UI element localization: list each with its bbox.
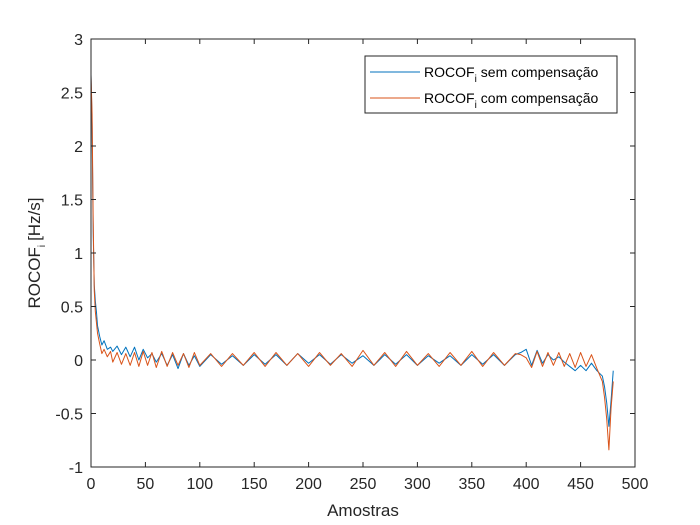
x-tick-label: 400: [513, 476, 540, 493]
y-tick-label: 0: [74, 353, 83, 370]
legend: ROCOFi sem compensação ROCOFi com compensa…: [364, 55, 618, 114]
x-tick-label: 150: [241, 476, 268, 493]
y-tick-label: 1.5: [61, 193, 83, 210]
y-tick-label: 0.5: [61, 300, 83, 317]
y-axis-title-subscript: i: [37, 245, 48, 247]
y-tick-label: 2.5: [61, 86, 83, 103]
legend-entry-com-compensacao-name: ROCOF: [424, 90, 475, 106]
y-tick-label: 1: [74, 246, 83, 263]
legend-entry-com-compensacao-sub: i: [475, 100, 477, 111]
series-layer: [90, 74, 614, 451]
x-tick-label: 300: [404, 476, 431, 493]
x-axis-title: Amostras: [327, 501, 399, 520]
y-axis-title: ROCOFi [Hz/s]: [25, 197, 48, 308]
legend-box: [364, 55, 618, 114]
legend-entry-sem-compensacao: ROCOFi sem compensação: [424, 64, 599, 85]
x-tick-label: 450: [567, 476, 594, 493]
legend-entry-sem-compensacao-name: ROCOF: [424, 64, 475, 80]
x-tick-label: 250: [350, 476, 377, 493]
y-axis: -1 -0.5 0 0.5 1 1.5 2 2.5 3: [55, 32, 635, 477]
x-tick-label: 500: [622, 476, 649, 493]
x-tick-label: 350: [458, 476, 485, 493]
legend-entry-com-compensacao-suffix: com compensação: [481, 90, 599, 106]
y-tick-label: -1: [69, 460, 83, 477]
x-axis: 0 50 100 150 200 250 300 350 400 450 500: [87, 39, 649, 493]
y-tick-label: 2: [74, 139, 83, 156]
legend-entry-sem-compensacao-sub: i: [475, 74, 477, 85]
series-line-1: [90, 75, 614, 451]
y-tick-label: 3: [74, 32, 83, 49]
x-tick-label: 50: [137, 476, 155, 493]
y-axis-title-unit: [Hz/s]: [25, 197, 44, 240]
y-tick-label: -0.5: [55, 407, 83, 424]
x-tick-label: 100: [186, 476, 213, 493]
x-tick-label: 0: [87, 476, 96, 493]
x-tick-label: 200: [295, 476, 322, 493]
legend-entry-sem-compensacao-suffix: sem compensação: [481, 64, 599, 80]
y-axis-title-main: ROCOF: [25, 247, 44, 308]
legend-entry-com-compensacao: ROCOFi com compensação: [424, 90, 599, 111]
